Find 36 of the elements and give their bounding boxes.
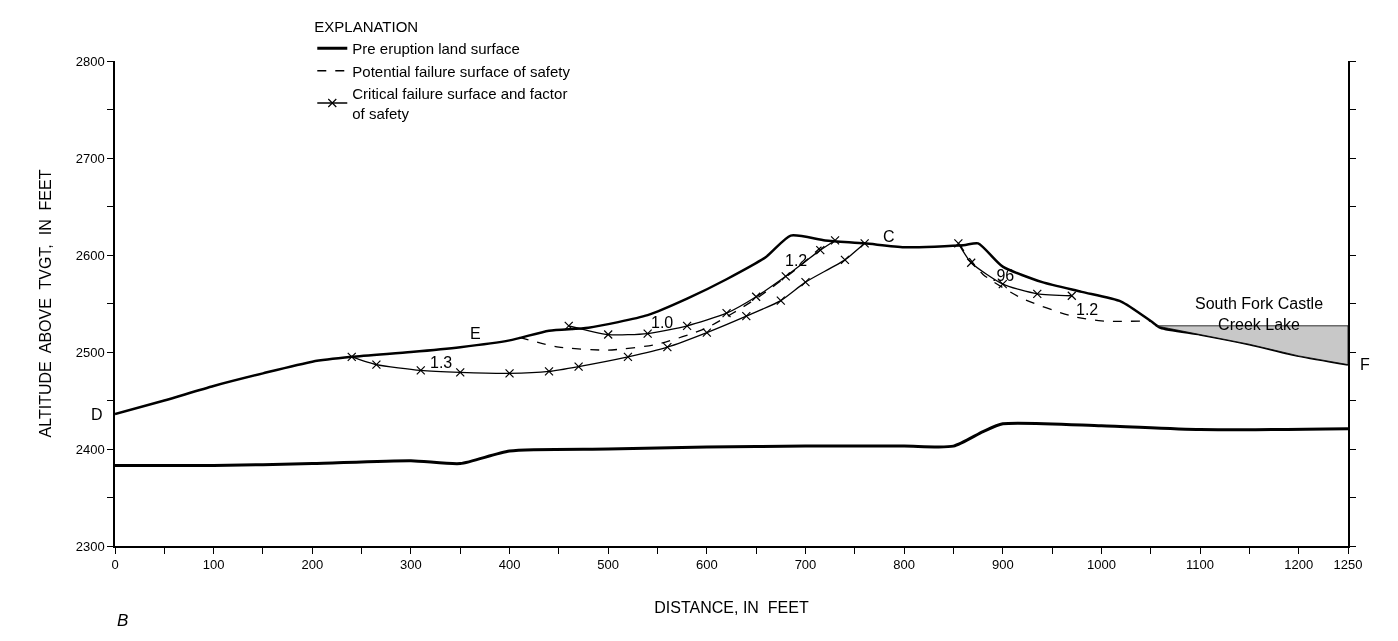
y-tick-label: 2300	[75, 538, 105, 554]
y-tick-label: 2400	[75, 441, 105, 457]
x-tick-label: 1250	[1333, 557, 1363, 573]
x-tick-label: 0	[111, 557, 119, 573]
annotation: South Fork Castle Creek Lake	[1195, 295, 1324, 333]
x-tick-label: 300	[400, 557, 422, 573]
annotation: E	[470, 325, 481, 342]
x-axis-title: DISTANCE, IN FEET	[654, 598, 809, 616]
x-tick-label: 400	[498, 557, 521, 573]
y-tick-label: 2700	[75, 150, 105, 166]
y-tick-label: 2800	[75, 53, 105, 69]
annotation: 1.2	[785, 252, 808, 269]
annotation: D	[91, 406, 103, 423]
x-tick-label: 600	[695, 557, 718, 573]
annotation: 1.3	[430, 354, 453, 371]
x-tick-label: 800	[893, 557, 915, 573]
y-tick-label: 2500	[75, 344, 105, 360]
annotation: 1.2	[1076, 301, 1099, 318]
legend-title: EXPLANATION	[314, 18, 419, 35]
x-tick-label: 1200	[1284, 557, 1314, 573]
annotation: C	[883, 228, 895, 245]
x-tick-label: 100	[202, 557, 225, 573]
x-tick-label: 1100	[1186, 557, 1215, 573]
annotation: F	[1360, 356, 1370, 373]
x-tick-label: 1000	[1086, 557, 1116, 573]
text: B	[117, 611, 129, 630]
x-tick-label: 500	[597, 557, 620, 573]
annotation: 1.0	[651, 314, 674, 331]
y-axis-title: ALTITUDE ABOVE TVGT, IN FEET	[37, 169, 55, 438]
legend-label: Critical failure surface and factor of safety	[352, 85, 568, 122]
x-tick-label: 700	[794, 557, 817, 573]
y-tick-label: 2600	[75, 247, 105, 263]
x-tick-label: 900	[991, 557, 1014, 573]
legend-label: Pre eruption land surface	[352, 40, 520, 58]
legend-label: Potential failure surface of safety	[352, 62, 571, 80]
x-tick-label: 200	[301, 557, 324, 573]
